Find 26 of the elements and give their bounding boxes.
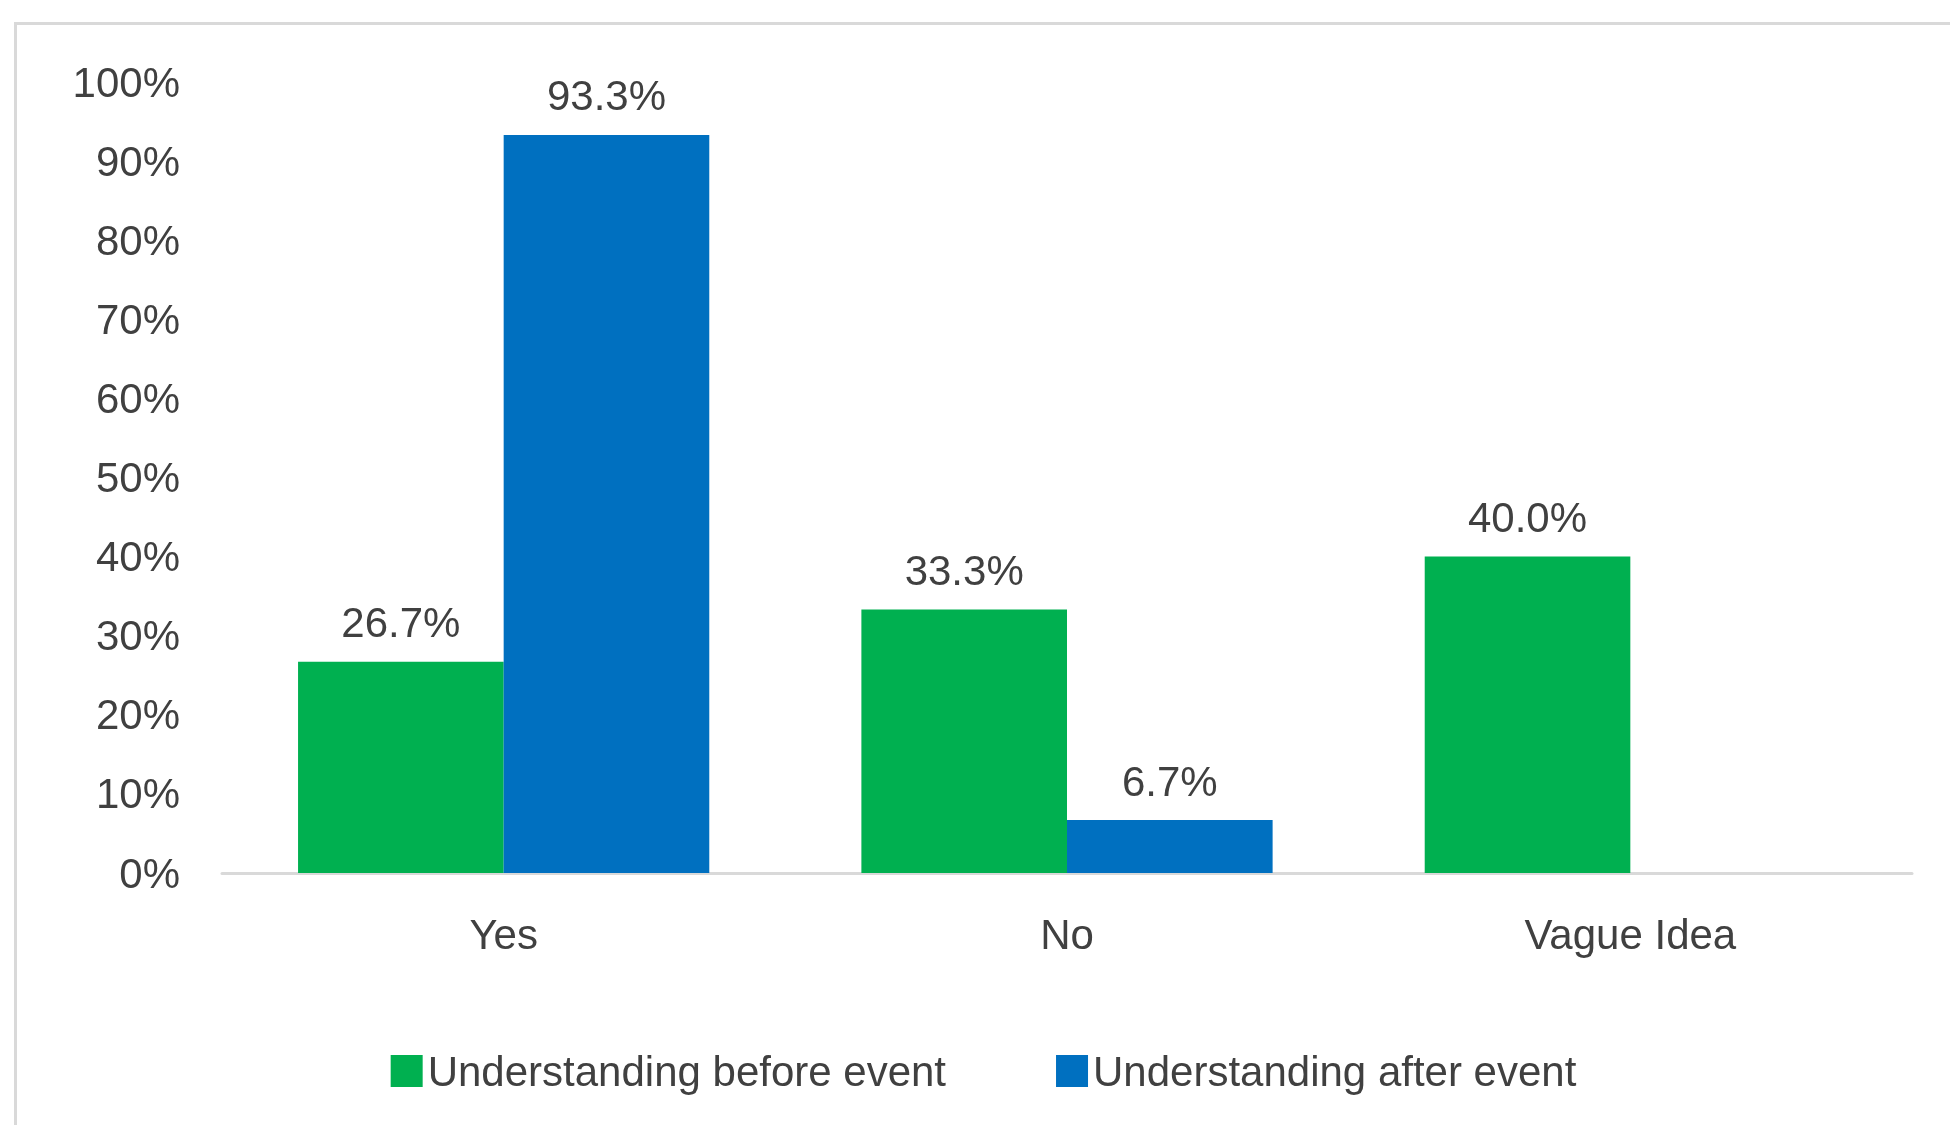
data-label: 40.0%: [1467, 494, 1588, 542]
data-label: 26.7%: [341, 599, 461, 647]
x-tick-label: No: [1040, 910, 1094, 958]
y-tick-label: 80%: [95, 216, 180, 264]
x-tick-label: Vague Idea: [1524, 910, 1737, 958]
y-tick-label: 30%: [95, 612, 180, 660]
data-label: 93.3%: [546, 72, 667, 120]
y-tick-label: 90%: [95, 137, 180, 185]
bar: [1067, 820, 1273, 873]
data-label: 6.7%: [1121, 757, 1218, 805]
y-tick-label: 60%: [95, 374, 180, 422]
y-tick-label: 70%: [95, 295, 180, 343]
legend-label: Understanding after event: [1093, 1047, 1577, 1095]
y-tick-label: 40%: [95, 533, 180, 581]
bar: [298, 661, 504, 873]
y-tick-label: 20%: [95, 691, 180, 739]
legend-label: Understanding before event: [427, 1047, 947, 1095]
data-label: 33.3%: [904, 547, 1024, 595]
bar: [1424, 556, 1631, 873]
y-tick-label: 0%: [119, 849, 180, 897]
y-tick-label: 10%: [95, 770, 180, 818]
y-tick-label: 100%: [72, 58, 180, 106]
y-tick-label: 50%: [95, 454, 180, 501]
bar: [503, 135, 710, 873]
bar: [861, 609, 1067, 873]
x-tick-label: Yes: [469, 910, 538, 958]
